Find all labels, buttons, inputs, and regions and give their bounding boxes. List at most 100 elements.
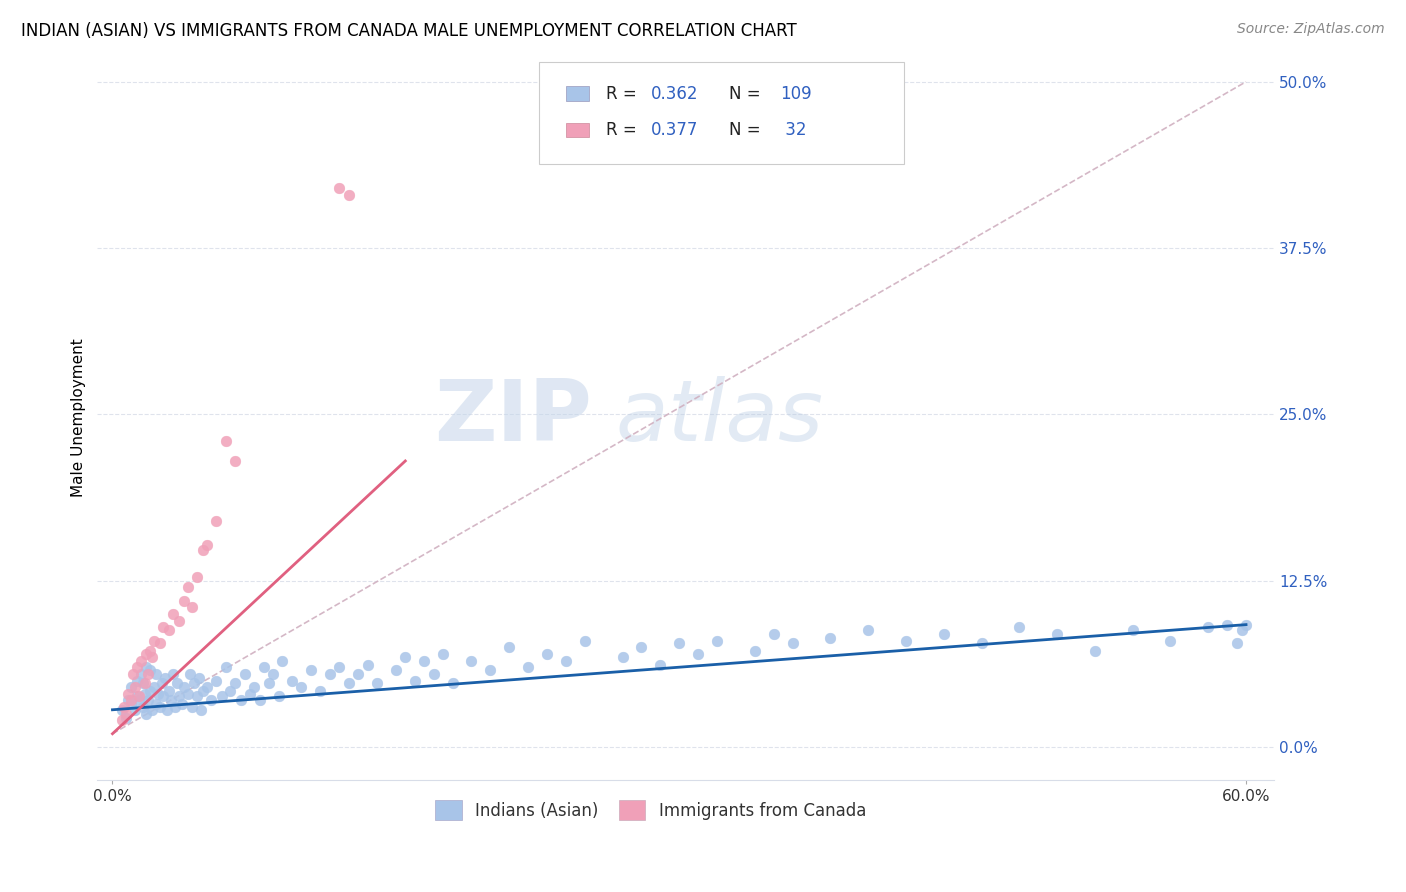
Point <box>820 631 842 645</box>
Point <box>138 666 160 681</box>
Text: atlas: atlas <box>616 376 824 459</box>
Point <box>117 687 139 701</box>
Point <box>252 660 274 674</box>
Point <box>111 714 134 728</box>
Point <box>856 623 879 637</box>
Point <box>128 690 150 704</box>
Point <box>668 636 690 650</box>
Text: 0.362: 0.362 <box>651 85 697 103</box>
Text: INDIAN (ASIAN) VS IMMIGRANTS FROM CANADA MALE UNEMPLOYMENT CORRELATION CHART: INDIAN (ASIAN) VS IMMIGRANTS FROM CANADA… <box>21 22 797 40</box>
Point <box>167 614 190 628</box>
Point <box>281 673 304 688</box>
Point <box>157 684 180 698</box>
Y-axis label: Male Unemployment: Male Unemployment <box>72 338 86 497</box>
Point <box>145 666 167 681</box>
Point <box>479 663 502 677</box>
Point <box>162 666 184 681</box>
Point <box>183 676 205 690</box>
Point <box>114 711 136 725</box>
Point <box>191 543 214 558</box>
Point <box>554 654 576 668</box>
Point <box>970 636 993 650</box>
Text: N =: N = <box>730 120 766 139</box>
Point <box>173 680 195 694</box>
Text: Source: ZipAtlas.com: Source: ZipAtlas.com <box>1237 22 1385 37</box>
Point <box>120 698 142 712</box>
Point <box>1008 620 1031 634</box>
Point <box>215 660 238 674</box>
Point <box>356 657 378 672</box>
Point <box>517 660 540 674</box>
Point <box>141 649 163 664</box>
Point <box>155 671 177 685</box>
Point <box>612 649 634 664</box>
Point <box>124 680 146 694</box>
Point <box>1234 617 1257 632</box>
Point <box>460 654 482 668</box>
Point <box>249 693 271 707</box>
Point <box>259 676 281 690</box>
Point <box>131 676 153 690</box>
Point <box>186 690 208 704</box>
Point <box>366 676 388 690</box>
Point <box>894 633 917 648</box>
Point <box>195 538 218 552</box>
Point <box>290 680 312 694</box>
Point <box>163 700 186 714</box>
Point <box>120 693 142 707</box>
Point <box>152 690 174 704</box>
Point <box>191 684 214 698</box>
Point <box>782 636 804 650</box>
Point <box>139 644 162 658</box>
Point <box>650 657 672 672</box>
FancyBboxPatch shape <box>538 62 904 164</box>
Text: R =: R = <box>606 85 641 103</box>
Point <box>215 434 238 448</box>
FancyBboxPatch shape <box>565 87 589 101</box>
Point <box>299 663 322 677</box>
Text: 109: 109 <box>780 85 811 103</box>
Point <box>112 700 135 714</box>
Point <box>173 593 195 607</box>
Point <box>262 666 284 681</box>
Point <box>177 580 200 594</box>
Point <box>762 627 785 641</box>
Point <box>179 666 201 681</box>
Legend: Indians (Asian), Immigrants from Canada: Indians (Asian), Immigrants from Canada <box>429 794 873 826</box>
Text: ZIP: ZIP <box>434 376 592 459</box>
Point <box>125 660 148 674</box>
Point <box>145 698 167 712</box>
Point <box>114 706 136 721</box>
Point <box>180 600 202 615</box>
Point <box>138 693 160 707</box>
Point <box>143 633 166 648</box>
Point <box>630 640 652 655</box>
Point <box>498 640 520 655</box>
Point <box>162 607 184 621</box>
Point <box>385 663 408 677</box>
Point <box>129 666 152 681</box>
Text: N =: N = <box>730 85 766 103</box>
Point <box>1216 617 1239 632</box>
Point <box>134 676 156 690</box>
Point <box>706 633 728 648</box>
Text: 32: 32 <box>780 120 807 139</box>
Point <box>422 666 444 681</box>
Point <box>150 676 173 690</box>
Point <box>177 687 200 701</box>
Point <box>180 700 202 714</box>
Point <box>394 649 416 664</box>
Point <box>243 680 266 694</box>
Point <box>328 181 350 195</box>
Point <box>160 693 183 707</box>
Point <box>188 671 211 685</box>
Text: 0.377: 0.377 <box>651 120 697 139</box>
Point <box>574 633 596 648</box>
Point <box>1232 623 1254 637</box>
Point <box>141 703 163 717</box>
Point <box>205 673 228 688</box>
Point <box>149 636 172 650</box>
Point <box>319 666 342 681</box>
Point <box>688 647 710 661</box>
Point <box>337 187 360 202</box>
